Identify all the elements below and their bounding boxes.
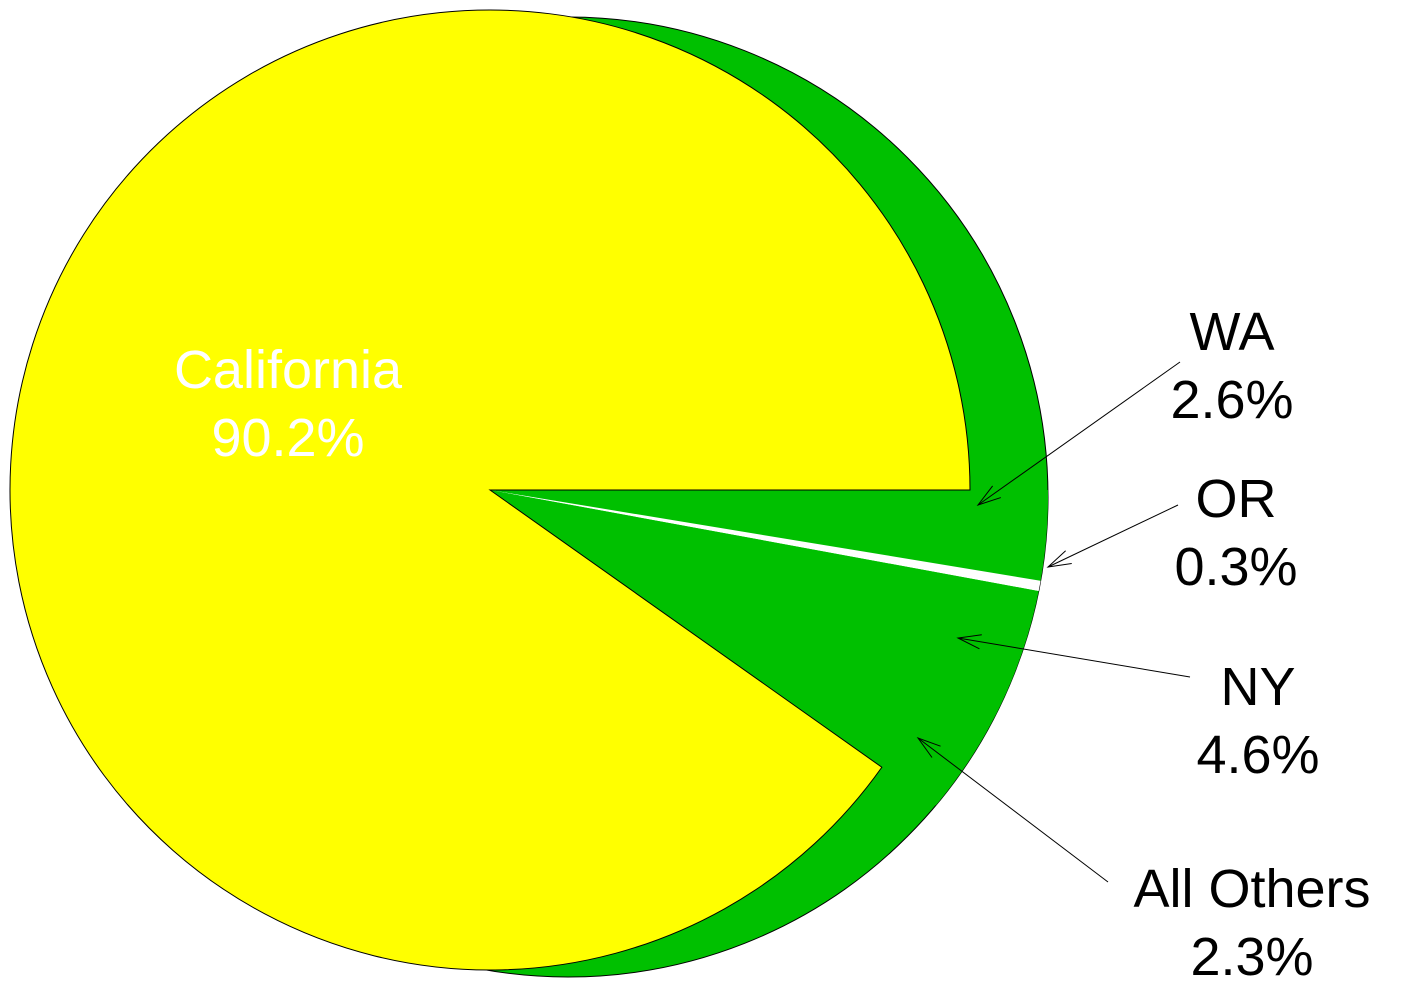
pie-slice (9, 9, 971, 971)
slice-value-label: 4.6% (1196, 725, 1319, 785)
leader-arrow (1046, 550, 1072, 568)
leader-arrow (956, 634, 982, 650)
slice-label: NY (1220, 657, 1295, 717)
pie-slice (490, 490, 1048, 604)
leader-arrow (916, 736, 941, 758)
slice-value-label: 2.3% (1190, 927, 1313, 982)
slice-label: WA (1190, 302, 1275, 362)
slice-value-label: 0.3% (1174, 537, 1297, 597)
leader-line (917, 737, 1109, 883)
leader-line (977, 361, 1181, 506)
slice-label: All Others (1133, 859, 1370, 919)
leader-arrow (976, 485, 1001, 506)
leader-line (1047, 504, 1179, 568)
slice-value-label: 90.2% (211, 408, 364, 468)
pie-slice (490, 490, 1048, 617)
slice-value-label: 2.6% (1170, 370, 1293, 430)
slice-label: OR (1196, 469, 1277, 529)
leader-line (957, 637, 1191, 678)
slice-label: California (174, 340, 403, 400)
